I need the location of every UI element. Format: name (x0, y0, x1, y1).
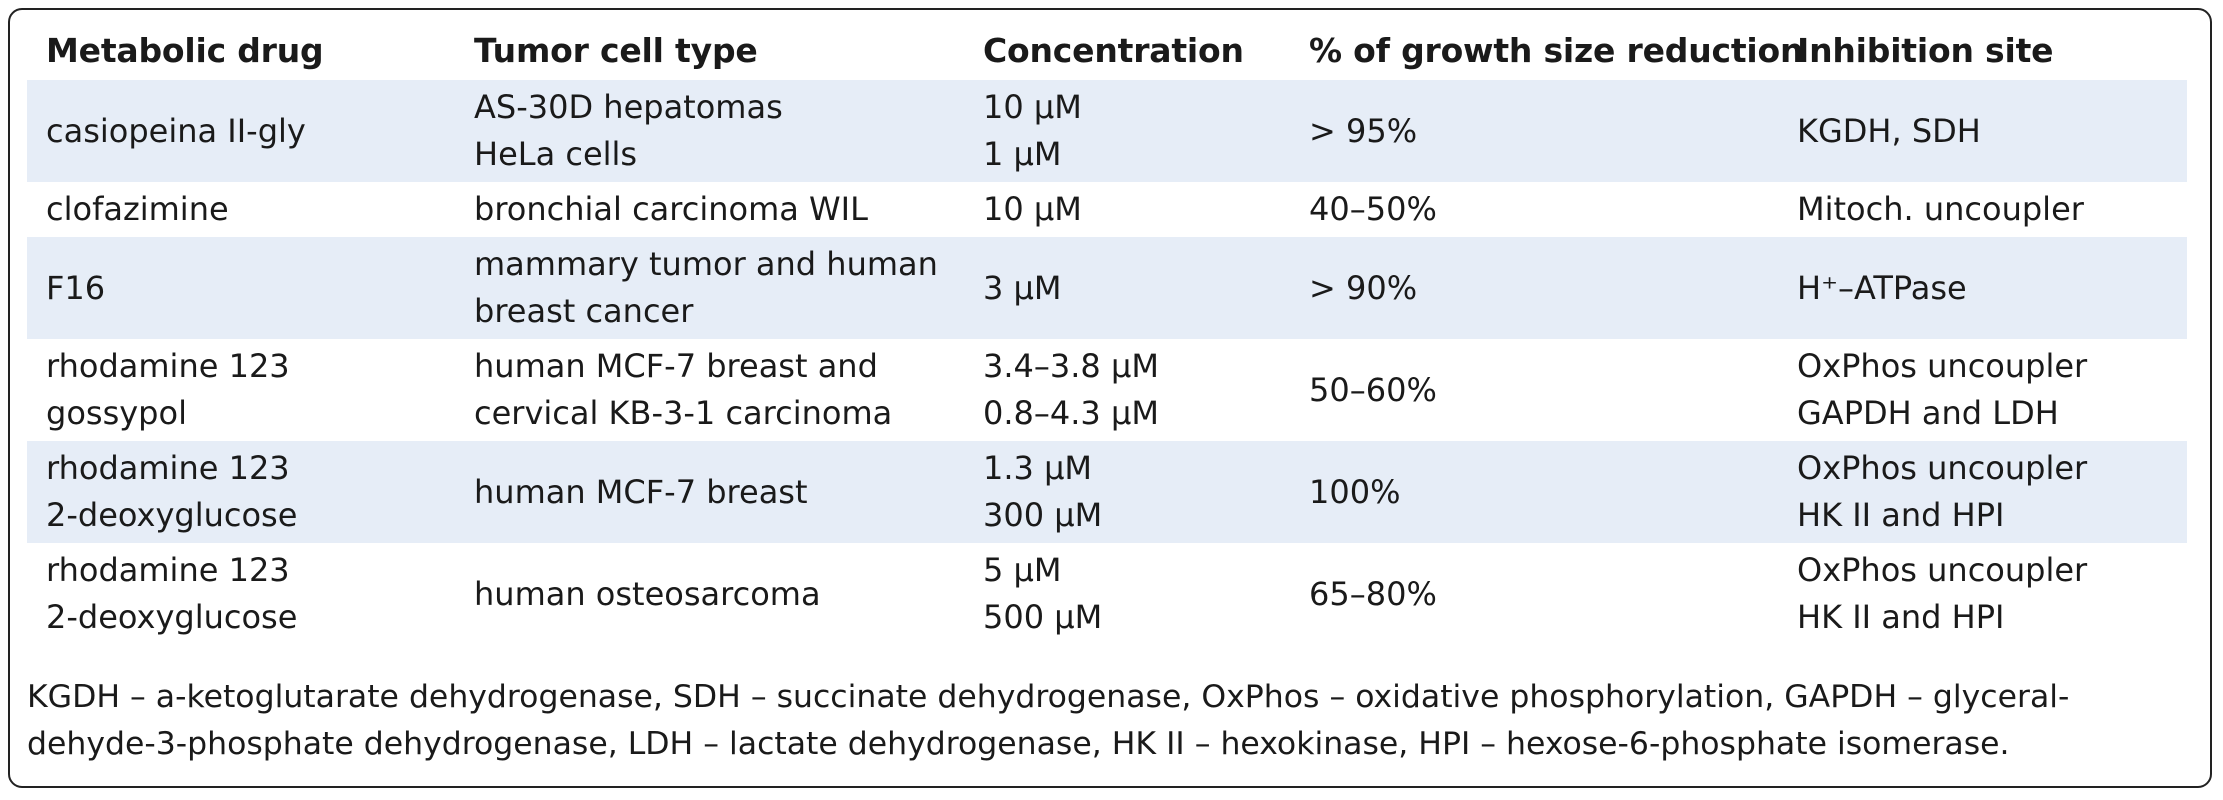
cell-reduction: 65–80% (1290, 543, 1778, 645)
cell-line: 0.8–4.3 µM (983, 394, 1159, 432)
cell-line: 40–50% (1309, 190, 1437, 228)
cell-tumor-type: AS-30D hepatomas HeLa cells (455, 80, 964, 182)
cell-line: 1.3 µM (983, 449, 1093, 487)
cell-line: 65–80% (1309, 574, 1437, 613)
table-row: clofazimine bronchial carcinoma WIL 10 µ… (27, 182, 2187, 237)
table-body: casiopeina II-gly AS-30D hepatomas HeLa … (27, 80, 2187, 645)
cell-line: HK II and HPI (1797, 496, 2005, 534)
cell-tumor-type: bronchial carcinoma WIL (455, 182, 964, 237)
cell-line: bronchial carcinoma WIL (474, 190, 868, 228)
cell-line: 3.4–3.8 µM (983, 347, 1159, 385)
cell-line: 300 µM (983, 496, 1103, 534)
cell-line: gossypol (46, 394, 187, 432)
cell-line: OxPhos uncoupler (1797, 449, 2088, 487)
cell-line: human MCF-7 breast (474, 472, 808, 511)
cell-line: 1 µM (983, 135, 1062, 173)
cell-line: 100% (1309, 472, 1401, 511)
header-concentration: Concentration (983, 30, 1244, 70)
cell-line: F16 (46, 268, 106, 307)
cell-line: HK II and HPI (1797, 598, 2005, 636)
cell-concentration: 10 µM 1 µM (964, 80, 1290, 182)
header-row: Metabolic drug Tumor cell type Concentra… (27, 20, 2187, 80)
cell-drug: rhodamine 123 2-deoxyglucose (27, 543, 455, 645)
table-footnote: KGDH – a-ketoglutarate dehydrogenase, SD… (27, 674, 2197, 768)
cell-line: breast cancer (474, 292, 694, 330)
cell-reduction: 100% (1290, 441, 1778, 543)
cell-inhibition-site: Mitoch. uncoupler (1778, 182, 2187, 237)
cell-concentration: 10 µM (964, 182, 1290, 237)
cell-reduction: 50–60% (1290, 339, 1778, 441)
table-row: rhodamine 123 gossypol human MCF-7 breas… (27, 339, 2187, 441)
cell-drug: rhodamine 123 gossypol (27, 339, 455, 441)
cell-line: cervical KB-3-1 carcinoma (474, 394, 893, 432)
cell-drug: F16 (27, 237, 455, 339)
cell-line: rhodamine 123 (46, 449, 290, 487)
cell-tumor-type: mammary tumor and human breast cancer (455, 237, 964, 339)
cell-inhibition-site: KGDH, SDH (1778, 80, 2187, 182)
cell-line: AS-30D hepatomas (474, 88, 783, 126)
cell-concentration: 1.3 µM 300 µM (964, 441, 1290, 543)
cell-line: > 90% (1309, 268, 1418, 307)
cell-line: clofazimine (46, 190, 229, 228)
cell-line: mammary tumor and human (474, 245, 938, 283)
cell-line: 3 µM (983, 268, 1062, 307)
cell-reduction: > 90% (1290, 237, 1778, 339)
table-row: F16 mammary tumor and human breast cance… (27, 237, 2187, 339)
cell-line: 10 µM (983, 88, 1082, 126)
cell-line: OxPhos uncoupler (1797, 551, 2088, 589)
header-metabolic-drug: Metabolic drug (46, 30, 324, 70)
cell-concentration: 3.4–3.8 µM 0.8–4.3 µM (964, 339, 1290, 441)
cell-line: 5 µM (983, 551, 1062, 589)
metabolic-drug-table: Metabolic drug Tumor cell type Concentra… (27, 20, 2187, 645)
cell-tumor-type: human MCF-7 breast (455, 441, 964, 543)
cell-line: rhodamine 123 (46, 551, 290, 589)
cell-line: 10 µM (983, 190, 1082, 228)
header-inhibition-site: Inhibition site (1797, 30, 2054, 70)
cell-line: HeLa cells (474, 135, 638, 173)
cell-line: H⁺–ATPase (1797, 268, 1967, 307)
cell-concentration: 5 µM 500 µM (964, 543, 1290, 645)
cell-line: OxPhos uncoupler (1797, 347, 2088, 385)
cell-line: human osteosarcoma (474, 574, 821, 613)
footnote-line: dehyde-3-phosphate dehydrogenase, LDH – … (27, 726, 2010, 762)
cell-inhibition-site: OxPhos uncoupler HK II and HPI (1778, 441, 2187, 543)
header-growth-size-reduction: % of growth size reduction (1309, 30, 1804, 70)
table-row: rhodamine 123 2-deoxyglucose human osteo… (27, 543, 2187, 645)
cell-line: Mitoch. uncoupler (1797, 190, 2084, 228)
cell-line: human MCF-7 breast and (474, 347, 878, 385)
cell-reduction: 40–50% (1290, 182, 1778, 237)
cell-tumor-type: human osteosarcoma (455, 543, 964, 645)
cell-inhibition-site: OxPhos uncoupler GAPDH and LDH (1778, 339, 2187, 441)
table-header: Metabolic drug Tumor cell type Concentra… (27, 20, 2187, 80)
cell-line: 50–60% (1309, 370, 1437, 409)
cell-line: casiopeina II-gly (46, 111, 306, 150)
cell-inhibition-site: OxPhos uncoupler HK II and HPI (1778, 543, 2187, 645)
cell-drug: rhodamine 123 2-deoxyglucose (27, 441, 455, 543)
cell-inhibition-site: H⁺–ATPase (1778, 237, 2187, 339)
table-row: rhodamine 123 2-deoxyglucose human MCF-7… (27, 441, 2187, 543)
cell-reduction: > 95% (1290, 80, 1778, 182)
cell-line: 500 µM (983, 598, 1103, 636)
cell-tumor-type: human MCF-7 breast and cervical KB-3-1 c… (455, 339, 964, 441)
cell-line: 2-deoxyglucose (46, 496, 298, 534)
cell-drug: casiopeina II-gly (27, 80, 455, 182)
cell-line: KGDH, SDH (1797, 111, 1981, 150)
header-tumor-cell-type: Tumor cell type (474, 30, 758, 70)
cell-line: rhodamine 123 (46, 347, 290, 385)
cell-line: > 95% (1309, 111, 1418, 150)
cell-drug: clofazimine (27, 182, 455, 237)
table-row: casiopeina II-gly AS-30D hepatomas HeLa … (27, 80, 2187, 182)
cell-line: 2-deoxyglucose (46, 598, 298, 636)
cell-concentration: 3 µM (964, 237, 1290, 339)
cell-line: GAPDH and LDH (1797, 394, 2059, 432)
footnote-line: KGDH – a-ketoglutarate dehydrogenase, SD… (27, 679, 2070, 715)
